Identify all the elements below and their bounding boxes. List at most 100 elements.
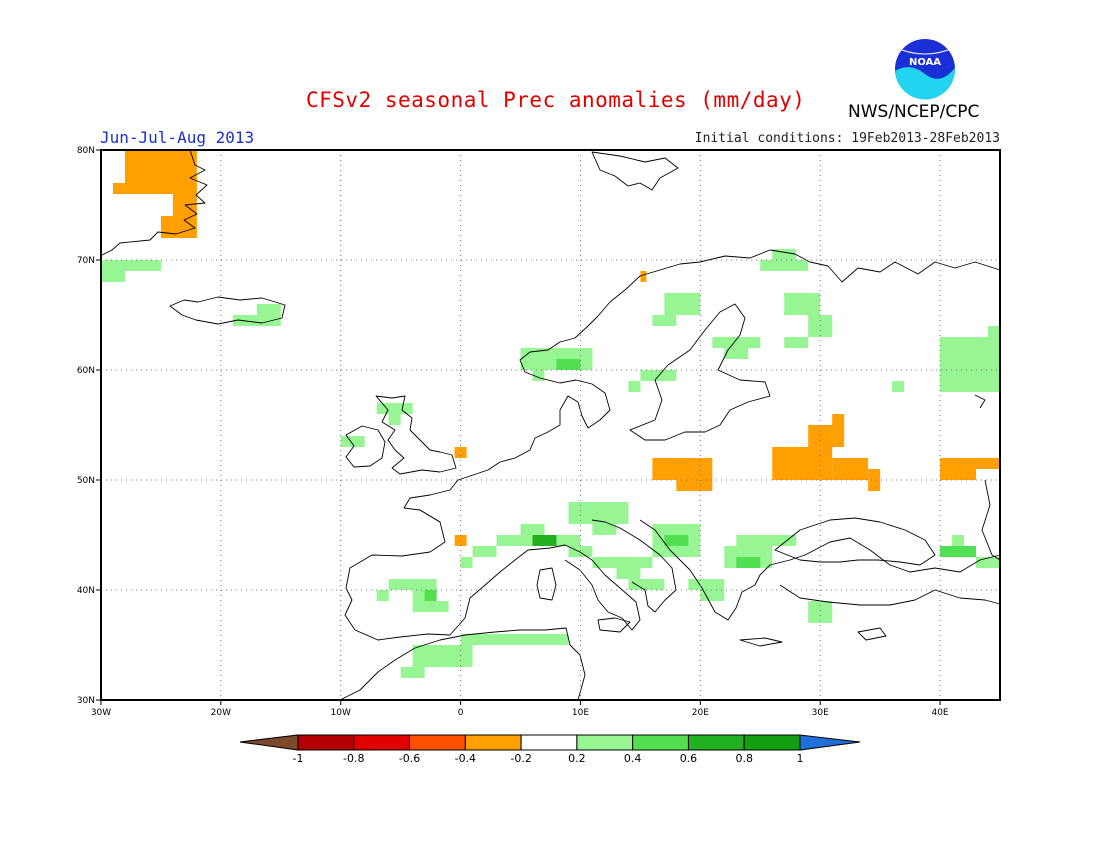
anomaly-cell: [952, 535, 965, 546]
anomaly-cell: [568, 502, 629, 524]
anomaly-cell: [628, 579, 665, 590]
anomaly-cell: [400, 667, 425, 678]
anomaly-cell: [256, 304, 281, 315]
colorbar-label: -0.2: [510, 752, 531, 765]
anomaly-cell: [724, 546, 773, 568]
anomaly-cell: [772, 249, 797, 260]
anomaly-cell: [556, 359, 581, 370]
coast-baltic: [629, 303, 771, 441]
anomaly-cell: [592, 557, 653, 568]
lat-tick-label: 30N: [77, 696, 95, 706]
anomaly-cell: [808, 425, 845, 447]
anomaly-cell: [664, 293, 701, 315]
anomaly-cell: [232, 315, 281, 326]
anomaly-cell: [784, 293, 821, 315]
colorbar-label: -0.4: [455, 752, 476, 765]
chart-title: CFSv2 seasonal Prec anomalies (mm/day): [306, 88, 806, 112]
anomaly-cell: [532, 370, 545, 381]
anomaly-cell: [976, 557, 1000, 568]
lon-tick-label: 20E: [692, 708, 709, 718]
colorbar-label: 0.6: [680, 752, 698, 765]
anomaly-cell: [520, 524, 545, 535]
anomaly-cell: [460, 557, 473, 568]
anomaly-cell: [784, 337, 809, 348]
anomaly-cell: [496, 535, 581, 546]
lat-tick-label: 60N: [77, 366, 95, 376]
anomaly-cell: [340, 436, 365, 447]
anomaly-cell: [688, 579, 701, 590]
coast-sicily: [597, 617, 631, 633]
coast-britain: [375, 395, 457, 475]
colorbar-arrow-left: [239, 734, 299, 751]
anomaly-cell: [454, 535, 467, 546]
anomaly-cell: [652, 458, 713, 480]
anomaly-cell: [652, 315, 677, 326]
coast-crete: [739, 637, 783, 647]
colorbar-arrow-right: [799, 734, 861, 751]
colorbar-segment: [743, 734, 801, 751]
anomaly-cell: [101, 260, 125, 282]
anomaly-cell: [832, 414, 845, 425]
anomaly-cell: [724, 348, 749, 359]
anomaly-cell: [640, 370, 677, 381]
lat-tick-label: 70N: [77, 256, 95, 266]
anomaly-cell: [808, 315, 833, 337]
lon-tick-label: 40E: [931, 708, 948, 718]
noaa-logo: NOAA: [895, 39, 956, 100]
coast-greenland: [99, 149, 208, 257]
anomaly-cell: [172, 194, 197, 238]
coast-italy-east: [591, 519, 677, 613]
lon-tick-label: 30W: [91, 708, 111, 718]
colorbar-label: 0.8: [735, 752, 753, 765]
anomaly-cell: [808, 601, 833, 623]
anomaly-cell: [892, 381, 905, 392]
anomaly-cell: [736, 535, 797, 546]
anomaly-cell: [616, 568, 641, 579]
colorbar-segment: [409, 734, 466, 751]
lon-tick-label: 10E: [572, 708, 589, 718]
anomaly-cell: [940, 458, 1000, 469]
map-frame: [100, 149, 1001, 701]
map-border: [100, 149, 1001, 701]
anomaly-cell: [436, 601, 449, 612]
initial-conditions: Initial conditions: 19Feb2013-28Feb2013: [694, 131, 1000, 146]
anomaly-cell: [112, 183, 125, 194]
coast-ireland: [345, 425, 386, 468]
border-pyrenees: [419, 509, 441, 523]
anomaly-cell: [592, 524, 617, 535]
anomaly-cell: [760, 260, 809, 271]
colorbar-label: 1: [797, 752, 804, 765]
anomaly-cell: [454, 447, 467, 458]
anomaly-cell: [424, 590, 437, 601]
axis-ticks: 30W 20W 10W 0 10E 20E 30E 40E 80N 70N 60N 50N 40N 30N: [77, 146, 949, 718]
lon-tick-label: 0: [458, 708, 464, 718]
coast-island-ne: [974, 394, 986, 409]
anomaly-cell: [640, 271, 647, 282]
lat-tick-label: 40N: [77, 586, 95, 596]
colorbar-segment: [297, 734, 355, 751]
colorbar-segment: [353, 734, 411, 751]
anomaly-cell: [376, 590, 389, 601]
lat-tick-label: 80N: [77, 146, 95, 156]
season-period: Jun-Jul-Aug 2013: [100, 128, 255, 147]
colorbar-segment: [632, 734, 689, 751]
anomaly-cell: [532, 535, 557, 546]
anomaly-cell: [412, 645, 473, 667]
coast-mainland: [344, 249, 1001, 641]
colorbar-label: 0.4: [624, 752, 642, 765]
anomaly-cell: [412, 590, 437, 612]
lon-tick-label: 30E: [812, 708, 829, 718]
anomaly-cell: [388, 414, 401, 425]
coast-balkans: [639, 519, 1001, 621]
anomaly-cell: [520, 348, 593, 370]
anomaly-cell: [736, 557, 761, 568]
anomaly-cell: [388, 579, 437, 590]
coast-black-sea: [774, 517, 936, 566]
coast-africa: [339, 627, 586, 701]
lon-tick-label: 20W: [211, 708, 231, 718]
anomaly-cell: [712, 337, 761, 348]
coast-cyprus: [857, 627, 887, 641]
colorbar: -1 -0.8 -0.6 -0.4 -0.2 0.2 0.4 0.6 0.8 1: [239, 734, 861, 765]
colorbar-label: -0.6: [399, 752, 420, 765]
anomaly-cell: [988, 326, 1000, 337]
